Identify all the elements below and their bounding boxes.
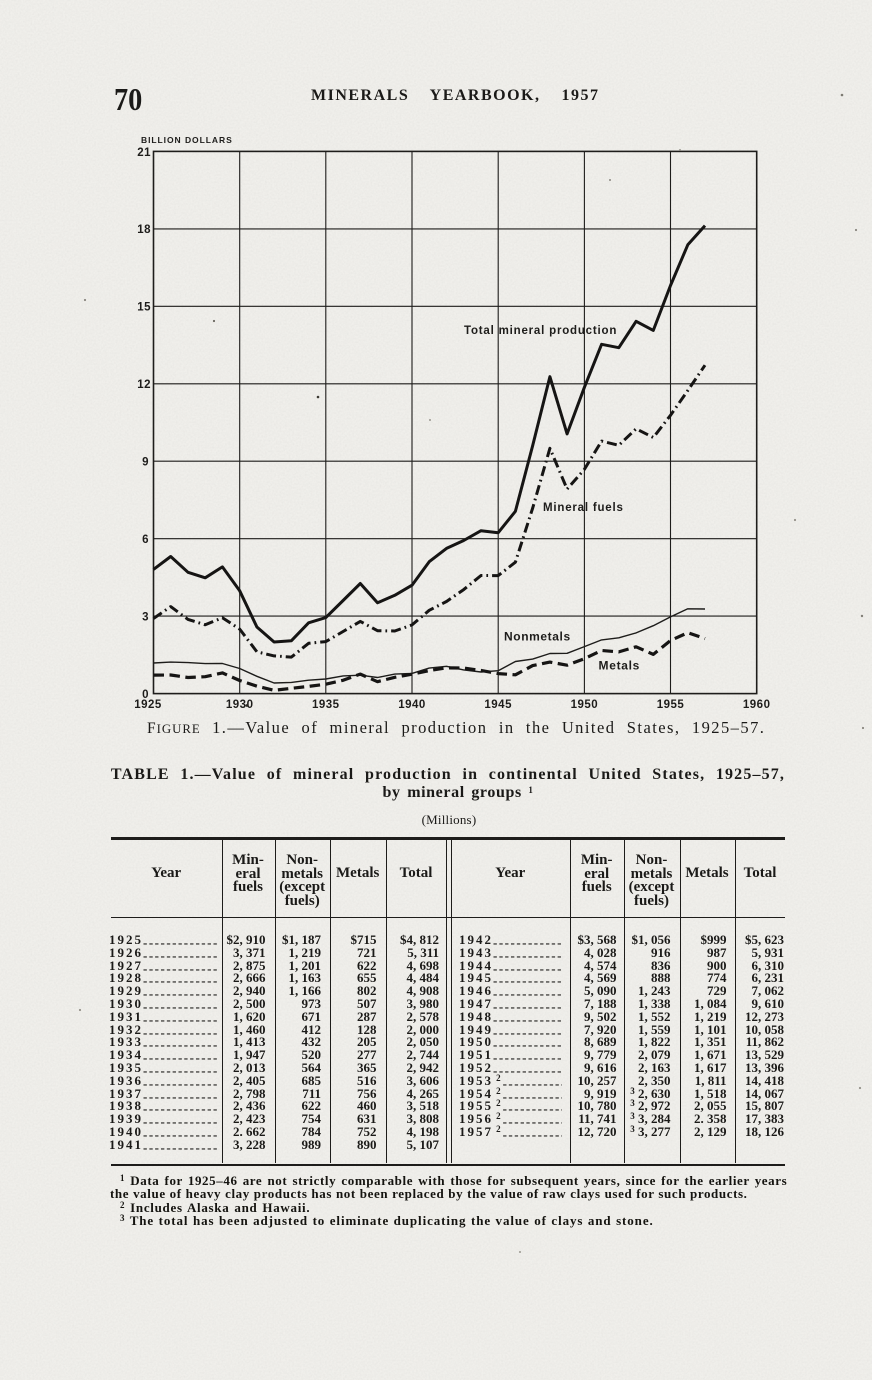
svg-text:12: 12 <box>137 379 151 391</box>
svg-text:1935: 1935 <box>312 699 340 711</box>
svg-text:1960: 1960 <box>743 699 771 711</box>
svg-text:15: 15 <box>137 302 151 314</box>
svg-text:6: 6 <box>142 534 149 546</box>
svg-text:18: 18 <box>137 224 151 236</box>
svg-text:1940: 1940 <box>398 699 426 711</box>
svg-text:1955: 1955 <box>657 699 685 711</box>
svg-text:1925: 1925 <box>134 699 162 711</box>
svg-text:Metals: Metals <box>599 659 641 673</box>
svg-text:Nonmetals: Nonmetals <box>504 630 571 644</box>
svg-text:BILLION DOLLARS: BILLION DOLLARS <box>141 135 233 145</box>
svg-text:3: 3 <box>142 612 149 624</box>
svg-text:1930: 1930 <box>226 699 254 711</box>
svg-text:1950: 1950 <box>571 699 599 711</box>
svg-text:21: 21 <box>137 147 151 159</box>
svg-text:Mineral fuels: Mineral fuels <box>543 502 624 514</box>
svg-text:1945: 1945 <box>484 699 512 711</box>
svg-text:Total mineral production: Total mineral production <box>464 325 617 337</box>
svg-text:9: 9 <box>142 457 149 469</box>
